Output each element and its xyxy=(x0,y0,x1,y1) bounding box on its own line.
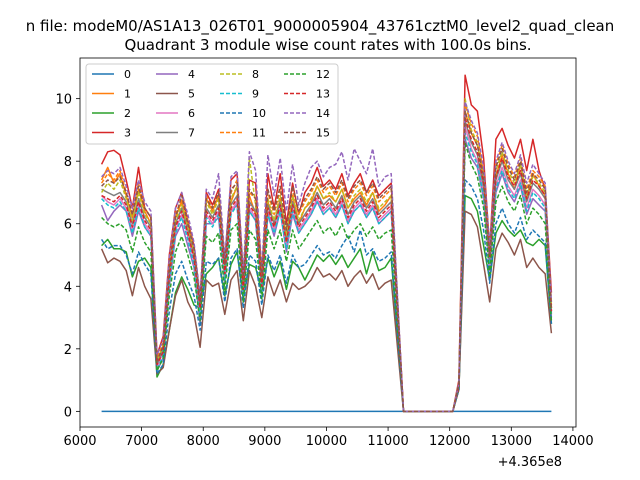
series-line-10 xyxy=(100,179,553,413)
chart-title: Quadrant 3 module wise count rates with … xyxy=(124,36,531,54)
legend-label-9: 9 xyxy=(252,88,259,101)
y-tick-label: 0 xyxy=(64,405,72,420)
y-tick-label: 6 xyxy=(64,218,72,233)
legend-label-5: 5 xyxy=(188,88,195,101)
series-line-2 xyxy=(101,194,553,413)
axes-frame xyxy=(79,57,577,428)
y-tick-label: 8 xyxy=(64,155,72,170)
series-line-12 xyxy=(101,141,553,413)
legend-label-10: 10 xyxy=(252,107,266,120)
series-line-9 xyxy=(101,132,553,413)
legend-label-4: 4 xyxy=(188,68,195,81)
x-tick-label: 11000 xyxy=(367,434,408,449)
legend-label-1: 1 xyxy=(124,88,131,101)
x-tick-label: 12000 xyxy=(429,434,470,449)
legend-label-3: 3 xyxy=(124,127,131,140)
legend-box xyxy=(85,63,339,145)
axes: 6000 7000 8000 9000 10000 11000 12000 13000 1400… xyxy=(55,57,594,449)
legend-label-6: 6 xyxy=(188,107,195,120)
legend-label-13: 13 xyxy=(316,88,330,101)
x-tick-label: 8000 xyxy=(187,434,220,449)
series-line-8 xyxy=(100,97,553,413)
x-tick-label: 7000 xyxy=(125,434,158,449)
series-line-5 xyxy=(100,210,553,413)
series-line-11 xyxy=(100,104,553,413)
series-line-14 xyxy=(101,101,553,413)
figure-suptitle: n file: modeM0/AS1A13_026T01_9000005904_… xyxy=(26,17,615,36)
x-tick-label: 10000 xyxy=(306,434,347,449)
x-offset-label: +4.365e8 xyxy=(498,455,562,470)
series-line-13 xyxy=(101,116,553,413)
legend-label-0: 0 xyxy=(124,68,131,81)
series-line-15 xyxy=(101,110,553,413)
x-tick-label: 9000 xyxy=(248,434,281,449)
legend-label-8: 8 xyxy=(252,68,259,81)
y-tick-label: 4 xyxy=(64,280,72,295)
x-tick-label: 14000 xyxy=(552,434,593,449)
x-tick-label: 13000 xyxy=(491,434,532,449)
y-tick-label: 10 xyxy=(55,93,72,108)
legend-label-12: 12 xyxy=(316,68,330,81)
legend-label-7: 7 xyxy=(188,127,195,140)
plot-area xyxy=(100,74,553,413)
legend-label-2: 2 xyxy=(124,107,131,120)
y-tick-label: 2 xyxy=(64,343,72,358)
legend-label-11: 11 xyxy=(252,127,266,140)
legend-label-15: 15 xyxy=(316,127,330,140)
x-tick-label: 6000 xyxy=(63,434,96,449)
legend-label-14: 14 xyxy=(316,107,330,120)
